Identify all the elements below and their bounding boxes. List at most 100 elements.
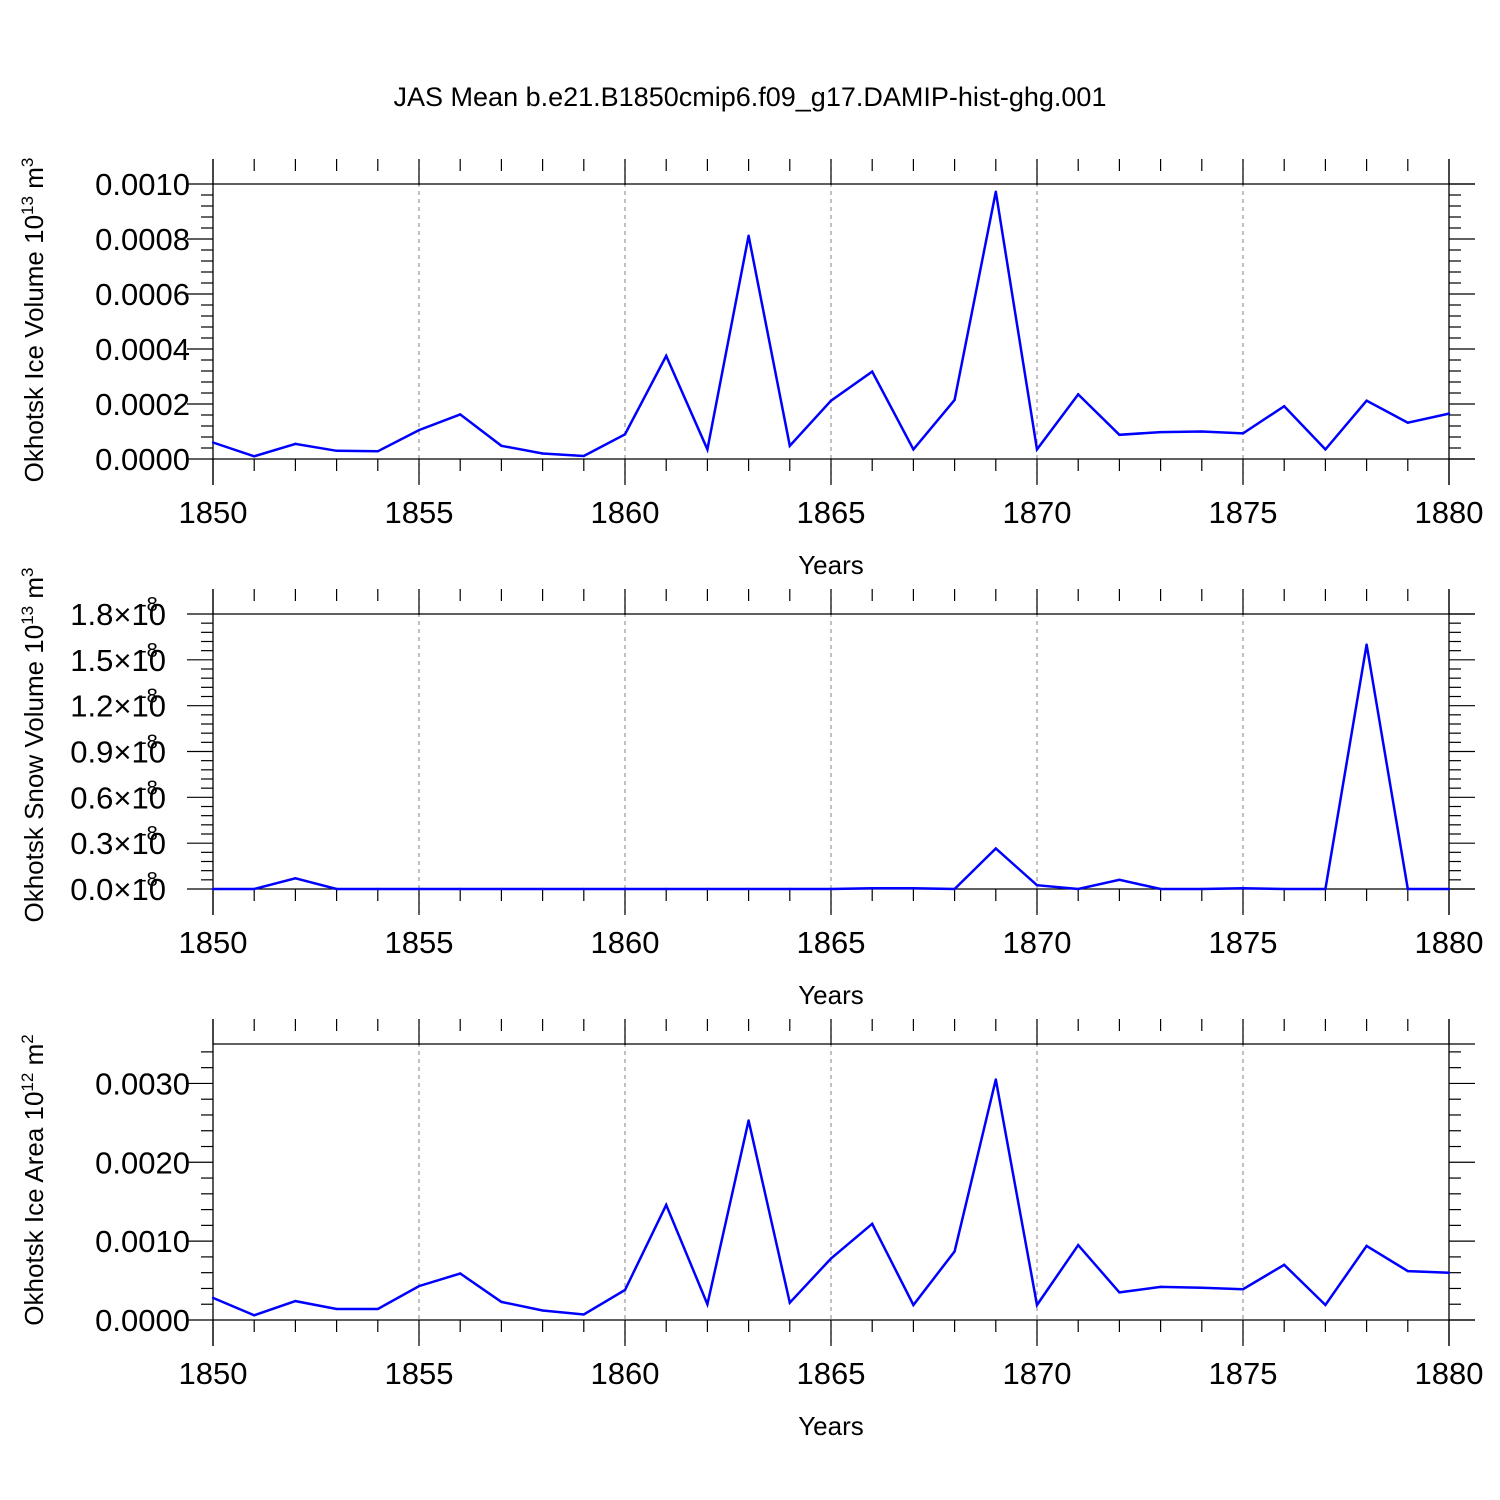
data-point xyxy=(1324,1303,1327,1307)
data-point xyxy=(1365,399,1368,402)
data-point xyxy=(335,887,338,891)
data-point xyxy=(1324,448,1327,451)
data-point xyxy=(665,1203,668,1207)
data-point xyxy=(829,399,833,402)
y-tick-base: 10 xyxy=(132,735,166,770)
y-tick-label: 0.0000 xyxy=(95,442,190,477)
data-point xyxy=(871,887,874,890)
y-tick-label: 0.0004 xyxy=(95,332,190,367)
x-tick-label: 1880 xyxy=(1415,925,1484,960)
y-axis-title-text: Okhotsk Snow Volume 10 xyxy=(19,625,49,923)
y-tick-label: 0.0010 xyxy=(95,167,190,202)
data-point xyxy=(1324,887,1327,891)
y-tick-label: 1.8×10 xyxy=(70,597,166,632)
data-point xyxy=(582,454,585,458)
y-axis-title-exponent: 13 xyxy=(18,196,37,215)
data-point xyxy=(953,398,956,402)
y-tick-mantissa: 0.6 xyxy=(70,780,113,815)
y-axis-title-exponent: 12 xyxy=(18,1073,37,1092)
y-tick-exponent: -8 xyxy=(140,686,158,708)
data-point xyxy=(1035,448,1039,451)
data-point xyxy=(953,887,956,891)
y-tick-label: 0.0006 xyxy=(95,277,190,312)
y-tick-exponent: -8 xyxy=(140,777,158,799)
data-point xyxy=(376,450,379,453)
data-point xyxy=(1283,887,1286,891)
x-tick-label: 1875 xyxy=(1209,495,1278,530)
data-point xyxy=(706,1303,709,1306)
data-point xyxy=(665,887,668,891)
data-point xyxy=(417,428,421,432)
data-point xyxy=(1406,421,1410,424)
x-tick-label: 1855 xyxy=(385,1356,454,1391)
data-point xyxy=(211,441,215,444)
panel-1: 0.0000 0.0002 0.0004 0.0006 0.0008 0.0010 1850… xyxy=(18,158,1483,580)
data-point xyxy=(829,887,833,891)
data-point xyxy=(335,1307,338,1311)
data-point xyxy=(376,887,379,891)
y-tick-base: 10 xyxy=(132,597,166,632)
y-tick-label: 0.0×10 xyxy=(70,872,166,907)
data-point xyxy=(912,448,915,451)
y-tick-mantissa: 1.2 xyxy=(70,689,113,724)
y-axis-title-unit: m xyxy=(19,577,49,606)
data-point xyxy=(253,455,256,458)
data-point xyxy=(253,887,256,891)
data-point xyxy=(1159,887,1162,891)
x-tick-label: 1880 xyxy=(1415,1356,1484,1391)
y-axis-title: Okhotsk Ice Area 1012 m2 xyxy=(18,1034,49,1325)
data-point xyxy=(1035,883,1039,887)
data-point xyxy=(1159,430,1162,434)
data-point xyxy=(871,370,874,373)
x-tick-label: 1875 xyxy=(1209,925,1278,960)
data-point xyxy=(994,847,997,850)
data-point xyxy=(541,887,544,891)
data-point xyxy=(788,444,791,447)
y-tick-exponent: -8 xyxy=(140,823,158,845)
data-point xyxy=(665,354,668,358)
data-point xyxy=(500,1300,503,1304)
y-tick-label: 1.5×10 xyxy=(70,643,166,678)
data-point xyxy=(1283,405,1286,408)
y-tick-exponent: -8 xyxy=(140,594,158,616)
y-axis-title: Okhotsk Ice Volume 1013 m3 xyxy=(18,158,49,483)
data-point xyxy=(1241,887,1245,890)
data-point xyxy=(417,1284,421,1288)
data-point xyxy=(1159,1285,1162,1289)
data-point xyxy=(871,1222,874,1225)
y-tick-mantissa: 1.5 xyxy=(70,643,113,678)
data-point xyxy=(994,190,997,193)
chart-title: JAS Mean b.e21.B1850cmip6.f09_g17.DAMIP-… xyxy=(393,82,1107,112)
data-point xyxy=(1118,878,1121,882)
y-tick-base: 10 xyxy=(132,872,166,907)
x-tick-label: 1850 xyxy=(179,1356,248,1391)
data-point xyxy=(1077,887,1080,891)
data-point xyxy=(623,433,627,436)
x-axis-title: Years xyxy=(798,1411,864,1441)
y-tick-exponent: -8 xyxy=(140,869,158,891)
y-axis-title-unit: m xyxy=(19,1044,49,1073)
data-point xyxy=(1077,1243,1080,1247)
data-point xyxy=(1447,412,1451,415)
y-tick-base: 10 xyxy=(132,826,166,861)
y-axis-title-unit-exponent: 3 xyxy=(18,568,37,577)
y-tick-label: 0.3×10 xyxy=(70,826,166,861)
x-axis-title: Years xyxy=(798,550,864,580)
data-point xyxy=(1241,1288,1245,1291)
data-point xyxy=(747,1119,750,1122)
data-point xyxy=(253,1314,256,1317)
y-tick-label: 0.6×10 xyxy=(70,780,166,815)
x-tick-label: 1870 xyxy=(1003,1356,1072,1391)
y-tick-label: 0.0008 xyxy=(95,222,190,257)
y-tick-base: 10 xyxy=(132,643,166,678)
data-point xyxy=(788,887,791,891)
x-tick-label: 1860 xyxy=(591,1356,660,1391)
x-tick-label: 1855 xyxy=(385,495,454,530)
data-point xyxy=(459,413,462,416)
x-tick-label: 1850 xyxy=(179,495,248,530)
data-point xyxy=(294,877,297,880)
y-tick-base: 10 xyxy=(132,780,166,815)
y-tick-exponent: -8 xyxy=(140,732,158,754)
data-point xyxy=(582,1313,585,1316)
